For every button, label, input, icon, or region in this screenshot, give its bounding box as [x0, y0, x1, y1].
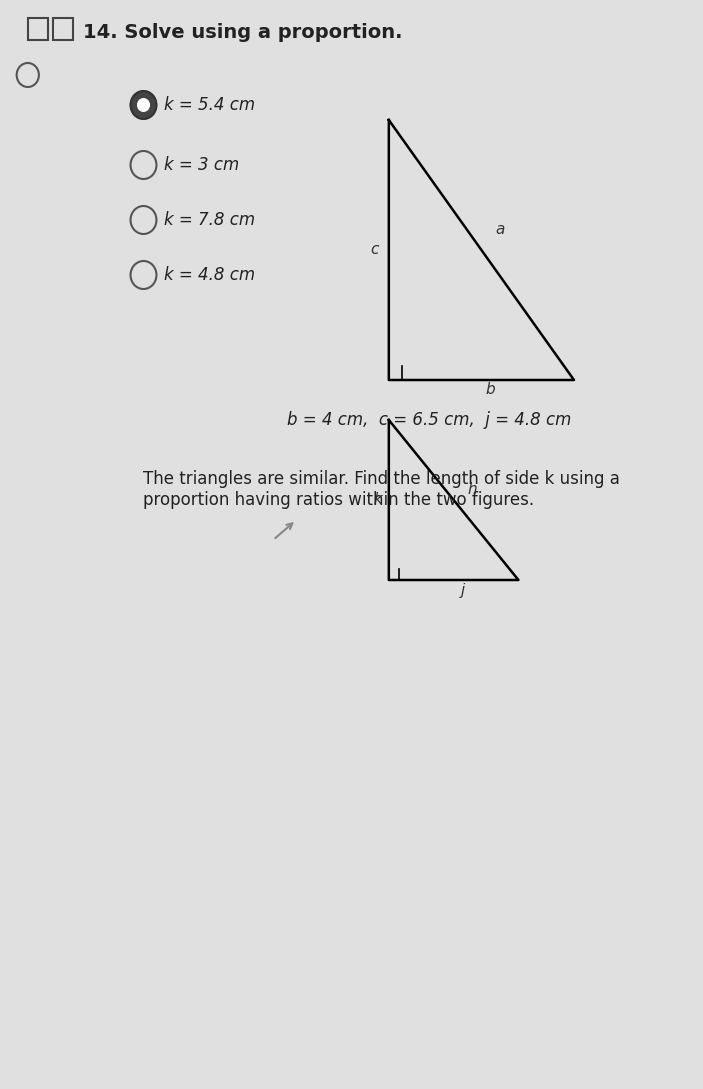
Text: 14. Solve using a proportion.: 14. Solve using a proportion.	[84, 23, 403, 41]
Text: b = 4 cm,  c = 6.5 cm,  j = 4.8 cm: b = 4 cm, c = 6.5 cm, j = 4.8 cm	[287, 411, 572, 429]
Text: k = 5.4 cm: k = 5.4 cm	[164, 96, 255, 114]
Text: The triangles are similar. Find the length of side k using a proportion having r: The triangles are similar. Find the leng…	[143, 470, 620, 509]
Text: j: j	[460, 583, 465, 598]
Circle shape	[131, 91, 157, 119]
Bar	[53, 19, 73, 40]
Text: k = 4.8 cm: k = 4.8 cm	[164, 266, 255, 284]
Bar	[28, 19, 48, 40]
Text: k = 3 cm: k = 3 cm	[164, 156, 239, 174]
Text: h: h	[467, 482, 477, 498]
Text: c: c	[370, 243, 379, 257]
Text: b: b	[486, 382, 496, 397]
Circle shape	[138, 99, 149, 111]
Text: k: k	[373, 492, 382, 507]
Text: k = 7.8 cm: k = 7.8 cm	[164, 211, 255, 229]
Text: a: a	[495, 222, 505, 237]
